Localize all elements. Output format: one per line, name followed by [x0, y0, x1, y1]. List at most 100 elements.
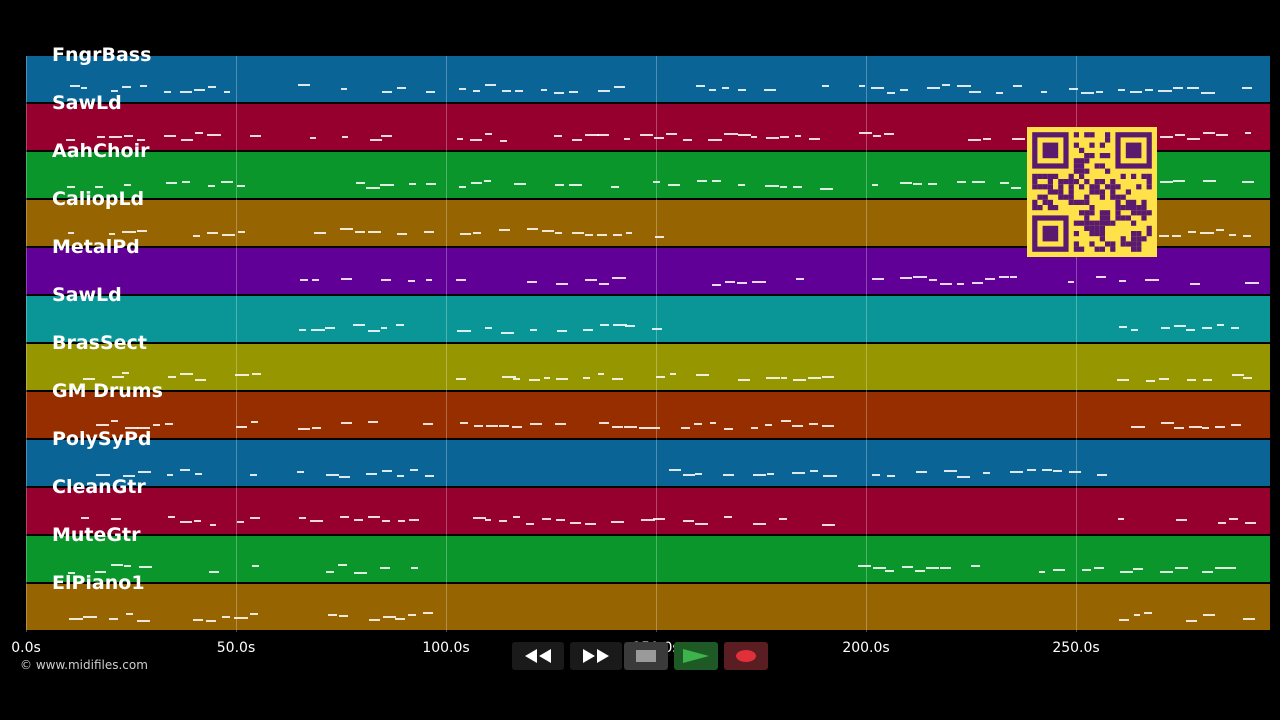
track-label: FngrBass: [52, 44, 152, 66]
note-mark: [968, 90, 981, 93]
note-mark: [194, 88, 205, 91]
note-mark: [1200, 232, 1214, 235]
note-mark: [137, 138, 145, 141]
note-mark: [500, 139, 508, 142]
note-mark: [999, 181, 1010, 184]
note-mark: [554, 232, 563, 234]
note-mark: [970, 564, 980, 567]
note-mark: [612, 377, 623, 380]
note-mark: [123, 183, 132, 186]
note-mark: [556, 519, 566, 522]
stop-button[interactable]: [624, 642, 668, 670]
note-mark: [584, 279, 598, 282]
note-mark: [1095, 91, 1103, 94]
note-mark: [485, 425, 498, 428]
track-label: SawLd: [52, 92, 122, 114]
note-mark: [1119, 279, 1126, 282]
note-mark: [694, 472, 703, 475]
grid-line: [236, 56, 237, 632]
note-mark: [610, 521, 625, 524]
note-mark: [598, 89, 610, 92]
note-mark: [459, 421, 468, 424]
note-mark: [137, 230, 148, 233]
note-mark: [366, 187, 380, 190]
fast-forward-button[interactable]: [570, 642, 622, 670]
note-mark: [899, 277, 913, 280]
note-mark: [926, 567, 939, 570]
note-mark: [809, 470, 819, 473]
track-label: CleanGtr: [52, 476, 146, 498]
note-mark: [738, 133, 751, 136]
note-mark: [313, 232, 326, 235]
note-mark: [382, 519, 390, 522]
note-mark: [709, 88, 717, 91]
note-mark: [166, 473, 174, 476]
note-mark: [887, 91, 895, 94]
note-mark: [472, 231, 482, 234]
note-mark: [1010, 470, 1023, 473]
note-mark: [340, 516, 350, 519]
note-mark: [1145, 88, 1154, 91]
note-mark: [367, 231, 382, 234]
note-mark: [792, 471, 806, 474]
note-mark: [655, 376, 665, 379]
note-mark: [871, 86, 884, 89]
note-mark: [1145, 379, 1155, 382]
play-button[interactable]: [674, 642, 718, 670]
track-label: MuteGtr: [52, 524, 141, 546]
note-mark: [122, 86, 131, 89]
note-mark: [109, 135, 122, 138]
note-mark: [1133, 568, 1143, 571]
note-mark: [164, 422, 173, 425]
note-mark: [66, 139, 76, 142]
note-mark: [473, 89, 481, 92]
note-mark: [223, 90, 230, 93]
note-mark: [1186, 619, 1197, 622]
note-mark: [138, 471, 151, 474]
tick-label: 0.0s: [11, 640, 41, 656]
note-mark: [381, 91, 393, 94]
note-mark: [723, 427, 733, 430]
note-mark: [341, 421, 352, 424]
note-mark: [68, 571, 76, 574]
note-mark: [250, 135, 262, 138]
note-mark: [752, 280, 766, 283]
note-mark: [310, 328, 325, 331]
note-mark: [1186, 328, 1196, 331]
note-mark: [858, 84, 865, 87]
note-mark: [397, 86, 407, 89]
note-mark: [123, 564, 132, 567]
note-mark: [940, 283, 952, 286]
note-mark: [529, 423, 543, 426]
note-mark: [236, 521, 245, 524]
note-mark: [871, 473, 881, 476]
note-mark: [1068, 470, 1081, 473]
note-mark: [913, 182, 923, 185]
note-mark: [193, 519, 202, 522]
note-mark: [195, 378, 206, 381]
note-mark: [1133, 613, 1141, 616]
note-mark: [943, 469, 958, 472]
note-mark: [821, 424, 835, 427]
note-mark: [396, 475, 404, 478]
note-mark: [1069, 88, 1079, 90]
note-mark: [1082, 569, 1092, 572]
note-mark: [1117, 378, 1130, 381]
note-mark: [1229, 518, 1238, 521]
note-mark: [456, 279, 467, 282]
note-mark: [1201, 91, 1215, 94]
note-mark: [136, 426, 150, 429]
note-mark: [915, 569, 926, 572]
note-mark: [795, 277, 804, 280]
note-mark: [887, 474, 895, 477]
note-mark: [499, 519, 508, 522]
record-button[interactable]: [724, 642, 768, 670]
note-mark: [164, 91, 172, 94]
note-mark: [396, 233, 407, 236]
note-mark: [1158, 378, 1170, 381]
note-mark: [251, 564, 259, 567]
note-mark: [498, 424, 510, 427]
play-icon: [683, 649, 709, 663]
rewind-button[interactable]: [512, 642, 564, 670]
note-mark: [1231, 373, 1244, 376]
